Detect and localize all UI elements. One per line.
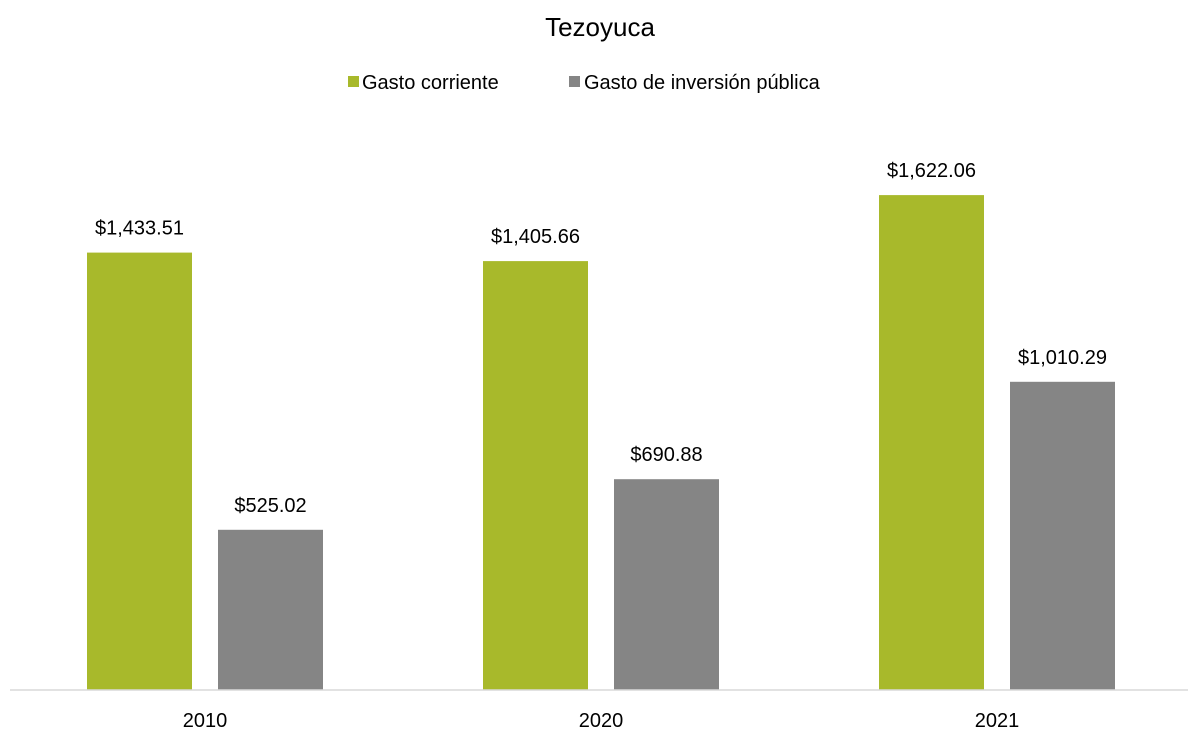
data-label-gasto-inversion-2020: $690.88 [630,444,702,466]
bars-layer [87,195,1115,690]
data-label-gasto-inversion-2021: $1,010.29 [1018,347,1107,369]
bar-gasto-inversion-2021 [1010,381,1115,690]
data-label-gasto-corriente-2020: $1,405.66 [491,226,580,248]
data-label-gasto-inversion-2010: $525.02 [234,495,306,517]
legend-swatch-gasto-corriente [348,76,359,87]
x-tick-label-2010: 2010 [183,710,228,731]
legend-label-gasto-inversion: Gasto de inversión pública [584,72,821,94]
x-tick-label-2020: 2020 [579,710,624,731]
data-label-gasto-corriente-2021: $1,622.06 [887,160,976,182]
legend: Gasto corriente Gasto de inversión públic… [348,72,821,94]
legend-swatch-gasto-inversion [569,76,580,87]
bar-gasto-inversion-2010 [218,529,323,690]
bar-gasto-corriente-2020 [483,261,588,690]
bar-gasto-inversion-2020 [614,479,719,690]
x-tick-label-2021: 2021 [975,710,1020,731]
bar-gasto-corriente-2010 [87,252,192,690]
x-axis-tick-labels: 2010 2020 2021 [183,710,1020,731]
chart-title: Tezoyuca [545,12,655,42]
legend-label-gasto-corriente: Gasto corriente [362,72,499,94]
data-labels-layer: $1,433.51 $1,405.66 $1,622.06 $525.02 $690.8… [95,160,1107,517]
bar-gasto-corriente-2021 [879,195,984,690]
data-label-gasto-corriente-2010: $1,433.51 [95,218,184,240]
